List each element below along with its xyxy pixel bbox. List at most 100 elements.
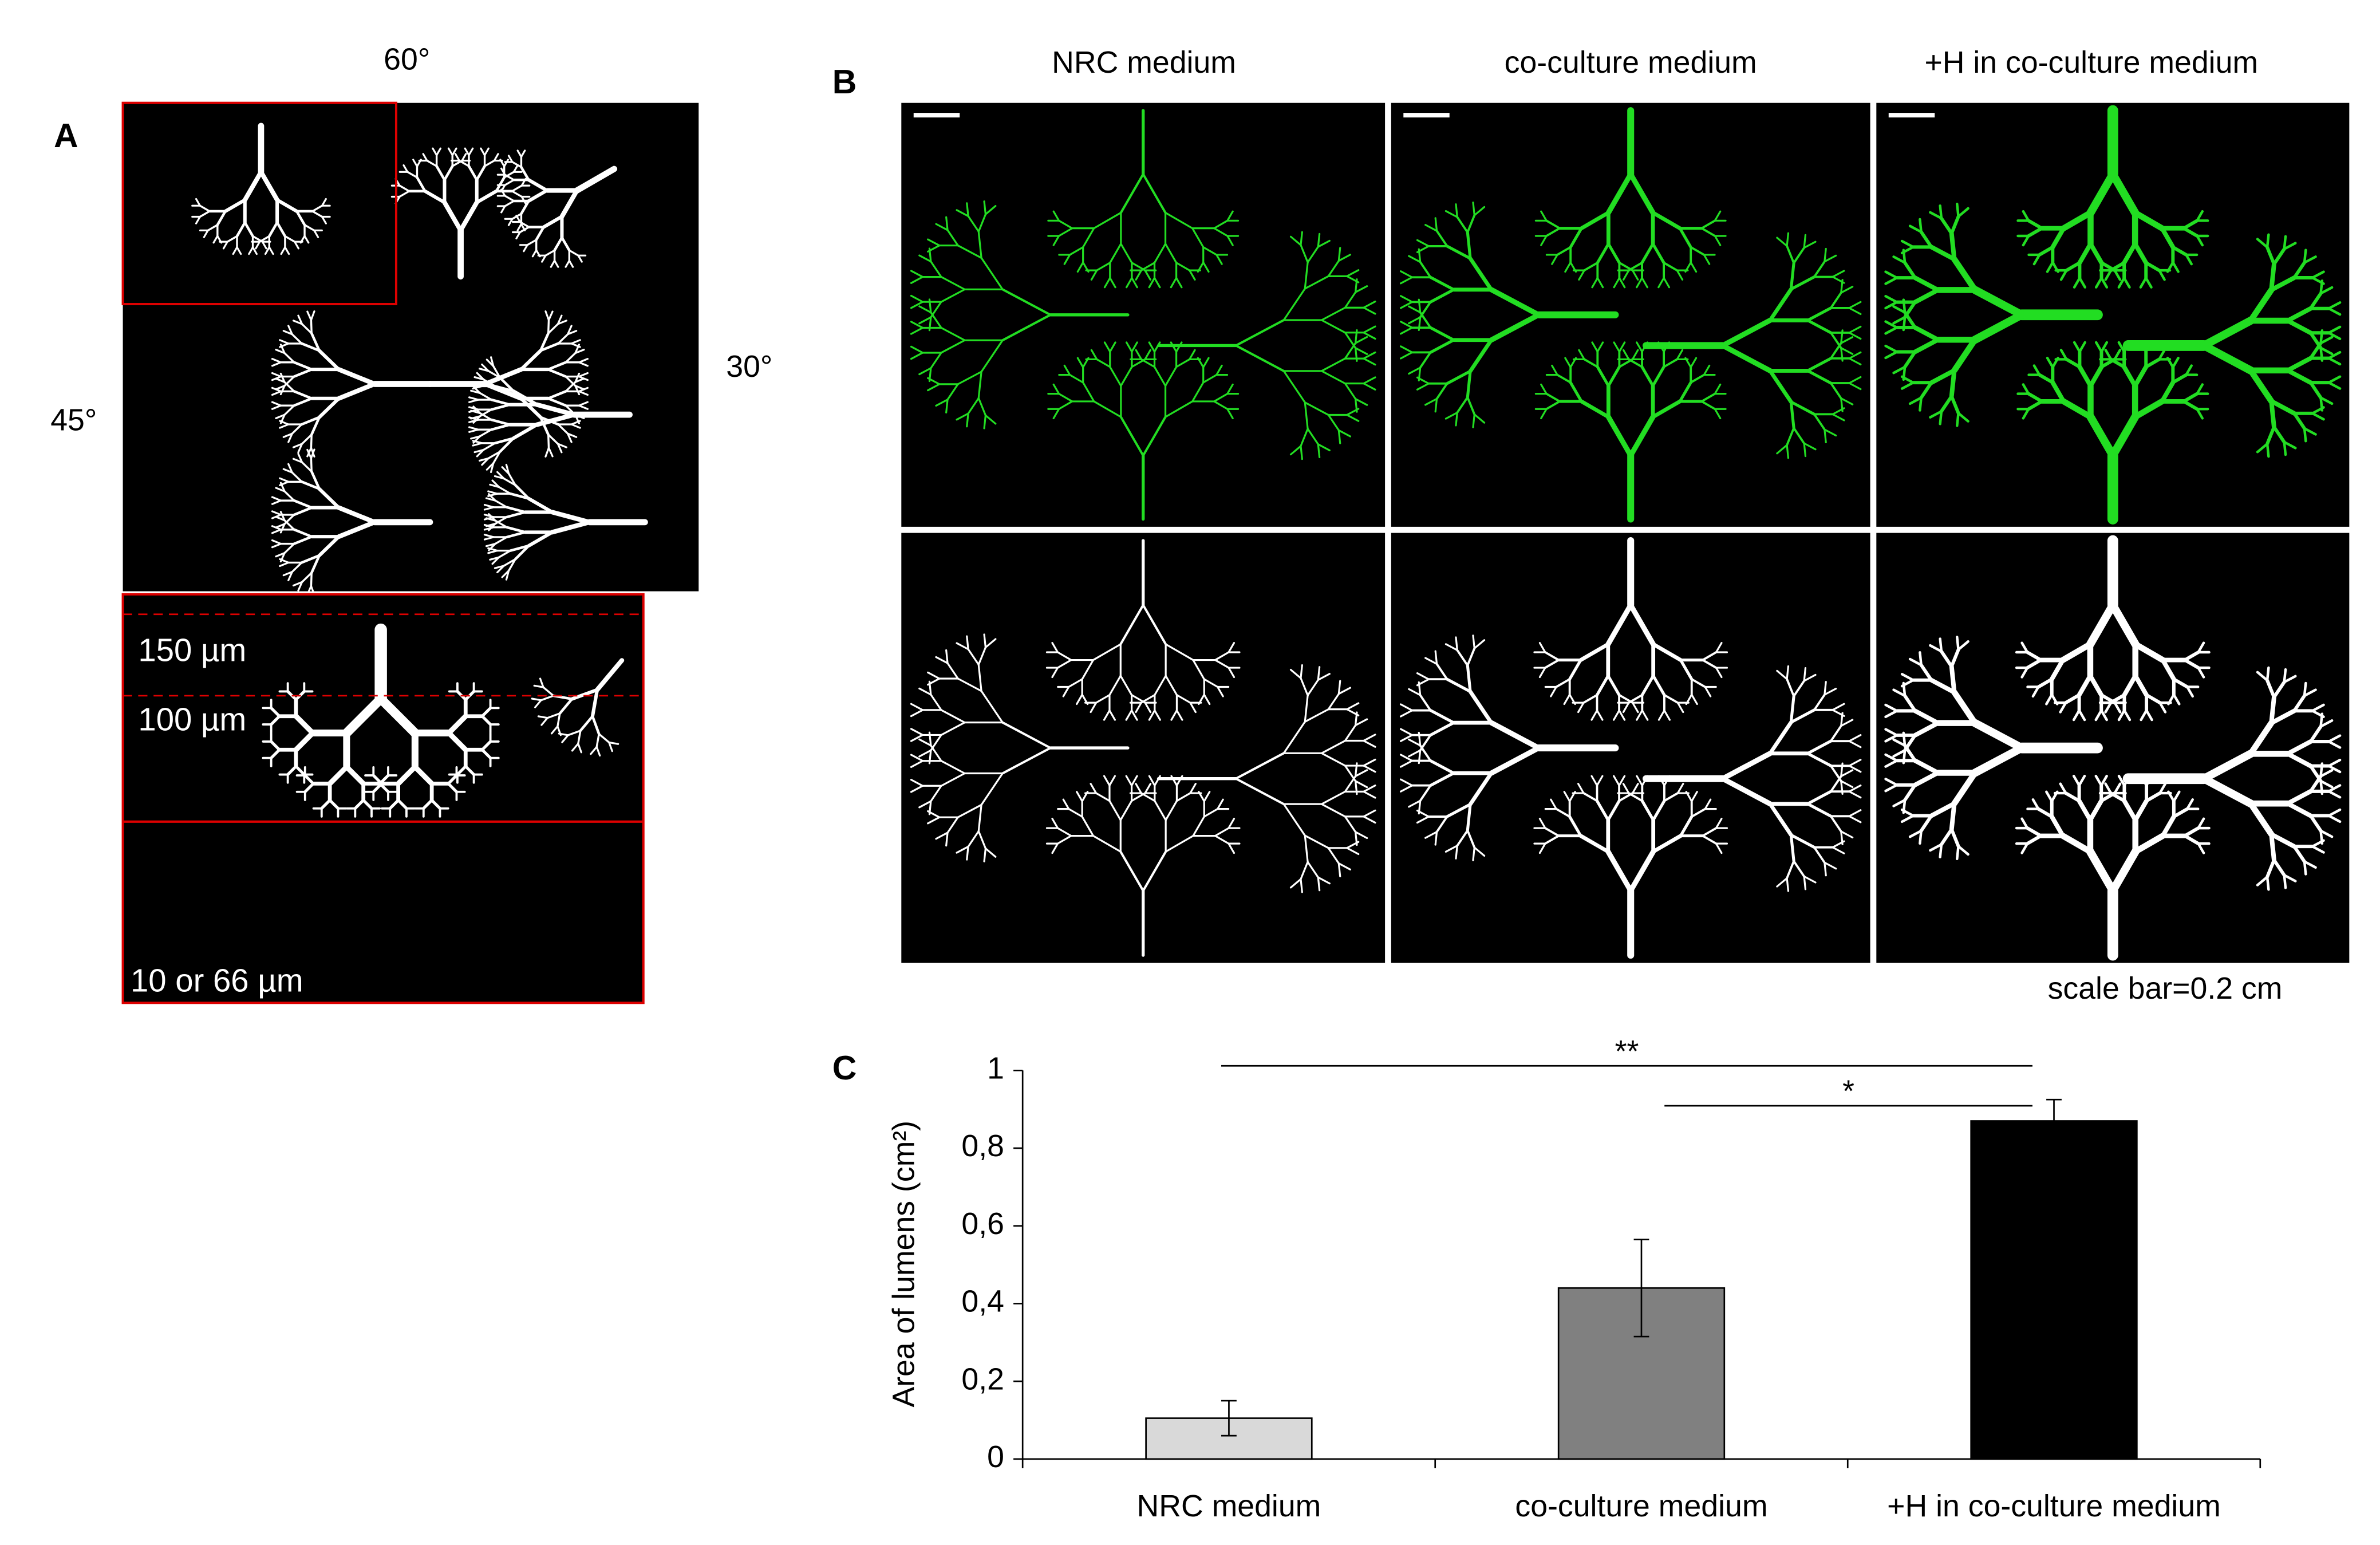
channel: [559, 188, 579, 219]
channel: [1884, 320, 1899, 329]
channel: [499, 159, 506, 168]
channel: [2182, 392, 2199, 403]
channel: [1346, 841, 1360, 849]
channel: [1093, 400, 1122, 418]
channel: [504, 200, 515, 207]
channel: [1884, 276, 1899, 285]
channel: [378, 774, 390, 785]
channel: [1344, 775, 1357, 793]
channel: [1213, 400, 1229, 410]
channel: [561, 734, 569, 743]
channel: [279, 413, 286, 424]
channel: [1824, 247, 1827, 263]
channel: [2285, 356, 2313, 373]
channel: [940, 722, 966, 736]
channel: [2123, 709, 2132, 722]
channel: [1466, 369, 1472, 399]
channel: [1714, 408, 1722, 420]
channel: [556, 443, 567, 448]
channel: [945, 649, 949, 664]
channel: [2269, 399, 2297, 416]
channel: [2133, 364, 2149, 388]
channel: [268, 221, 279, 238]
channel: [1363, 300, 1376, 309]
channel: [1363, 332, 1376, 340]
channel: [984, 638, 997, 649]
channel: [1354, 278, 1358, 293]
channel: [2172, 677, 2189, 689]
channel: [1416, 815, 1430, 824]
channel: [291, 333, 303, 345]
channel: [1884, 326, 1899, 335]
channel: [1545, 400, 1561, 411]
channel: [910, 785, 924, 793]
channel: [1829, 815, 1842, 833]
channel: [293, 390, 313, 400]
channel: [1052, 383, 1060, 395]
channel: [539, 332, 550, 352]
channel: [1189, 349, 1196, 361]
channel: [565, 352, 577, 364]
channel: [1829, 775, 1842, 793]
channel: [1786, 677, 1795, 697]
channel: [1848, 784, 1862, 793]
channel: [2036, 807, 2054, 819]
channel: [590, 746, 598, 755]
channel: [1468, 689, 1494, 725]
channel: [454, 153, 460, 162]
channel: [940, 288, 966, 303]
column-header: NRC medium: [1052, 45, 1236, 80]
channel: [1613, 277, 1620, 289]
channel: [1618, 693, 1634, 704]
channel: [1057, 219, 1073, 230]
channel: [1300, 428, 1309, 447]
channel: [2045, 790, 2054, 803]
channel: [1119, 675, 1133, 696]
channel: [1320, 790, 1347, 805]
channel: [2327, 758, 2342, 767]
channel: [1806, 318, 1833, 334]
channel: [275, 348, 286, 354]
channel: [472, 383, 483, 388]
channel: [226, 235, 238, 243]
channel: [2303, 860, 2317, 869]
channel: [2088, 364, 2104, 388]
channel: [1949, 231, 1957, 262]
channel: [1700, 392, 1716, 403]
channel: [544, 310, 550, 321]
channel: [2027, 219, 2044, 230]
channel: [526, 239, 538, 246]
channel: [910, 709, 924, 718]
channel: [275, 523, 286, 529]
channel: [2183, 651, 2200, 662]
network: [1399, 537, 1862, 959]
channel: [957, 677, 982, 692]
channel: [2327, 301, 2342, 310]
channel: [2285, 318, 2313, 336]
channel: [1640, 242, 1655, 265]
channel: [1556, 246, 1572, 256]
channel: [1434, 650, 1438, 665]
channel: [1096, 358, 1111, 368]
channel: [2122, 798, 2138, 822]
channel: [1142, 604, 1167, 645]
channel: [248, 246, 254, 255]
channel: [940, 772, 966, 787]
channel: [398, 184, 411, 192]
channel: [2032, 253, 2041, 266]
channel: [310, 585, 314, 592]
channel: [458, 200, 479, 233]
channel: [1119, 799, 1133, 821]
channel: [2269, 831, 2276, 862]
channel: [511, 389, 539, 407]
channel: [1399, 728, 1414, 736]
channel: [535, 226, 545, 242]
channel: [1142, 850, 1167, 892]
channel: [1213, 227, 1229, 237]
channel: [1545, 227, 1561, 237]
channel: [1473, 639, 1486, 649]
channel: [556, 320, 567, 325]
channel: [1354, 336, 1368, 344]
channel: [1120, 366, 1133, 387]
channel: [1354, 831, 1368, 839]
